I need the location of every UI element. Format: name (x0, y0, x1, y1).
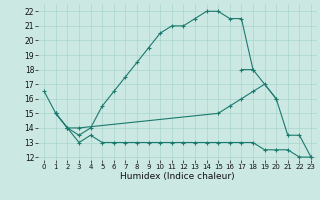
X-axis label: Humidex (Indice chaleur): Humidex (Indice chaleur) (120, 172, 235, 181)
